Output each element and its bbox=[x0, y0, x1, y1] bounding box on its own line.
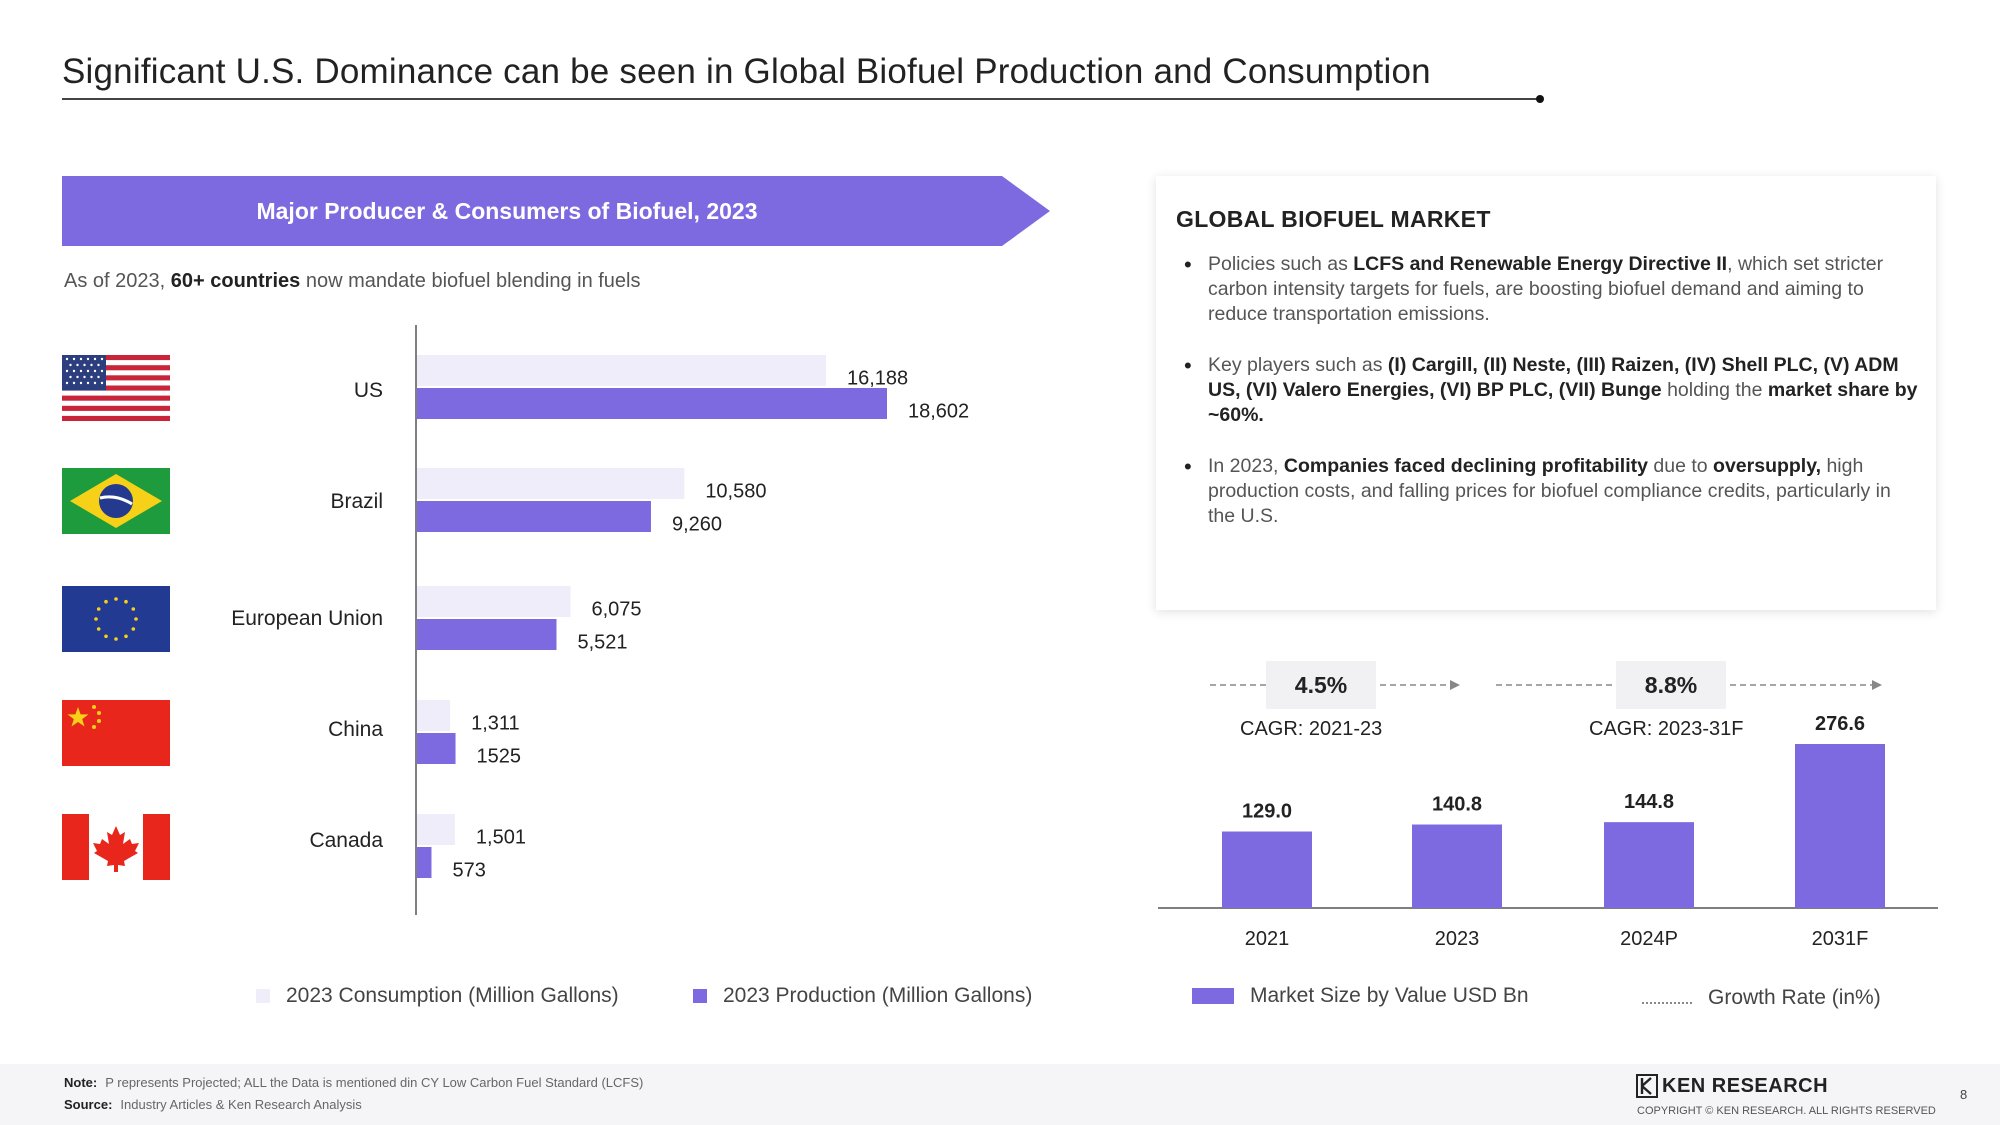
legend-swatch-market-size bbox=[1192, 988, 1234, 1004]
bullet-item: Policies such as LCFS and Renewable Ener… bbox=[1184, 252, 1918, 327]
legend-label-production: 2023 Production (Million Gallons) bbox=[723, 984, 1033, 1007]
brand-logo: KEN RESEARCH bbox=[1636, 1074, 1828, 1098]
bar-production bbox=[417, 619, 557, 650]
legend-market-size: Market Size by Value USD Bn bbox=[1192, 984, 1529, 1008]
title-underline bbox=[62, 98, 1542, 100]
legend-production: 2023 Production (Million Gallons) bbox=[693, 984, 1032, 1008]
footer-source: Source: Industry Articles & Ken Research … bbox=[64, 1097, 362, 1112]
country-label-china: China bbox=[328, 718, 383, 741]
cagr-label-1: CAGR: 2021-23 bbox=[1240, 718, 1383, 740]
data-label: 1,501 bbox=[476, 827, 526, 849]
legend-swatch-consumption bbox=[256, 989, 270, 1003]
bar-production bbox=[417, 388, 887, 419]
title-underline-dot bbox=[1536, 95, 1544, 103]
copyright: COPYRIGHT © KEN RESEARCH. ALL RIGHTS RES… bbox=[1637, 1105, 1936, 1117]
bar-consumption bbox=[417, 468, 685, 499]
brazil-flag-icon bbox=[62, 468, 170, 534]
bar-consumption bbox=[417, 700, 451, 731]
footer bbox=[0, 1064, 2000, 1125]
market-size-bar-chart: 129.0 2021 140.8 2023 144.8 2024P 276.6 2031F bbox=[1158, 713, 1938, 950]
bar-market-size bbox=[1412, 824, 1502, 908]
data-label: 140.8 bbox=[1432, 794, 1482, 816]
chart-banner bbox=[62, 176, 1050, 246]
us-flag-icon bbox=[62, 355, 170, 421]
data-label: 6,075 bbox=[591, 599, 641, 621]
bullet-item: Key players such as (I) Cargill, (II) Ne… bbox=[1184, 353, 1918, 428]
page-title: Significant U.S. Dominance can be seen i… bbox=[62, 52, 1431, 91]
cagr-value-1: 4.5% bbox=[1266, 661, 1376, 709]
bar-market-size bbox=[1795, 744, 1885, 908]
global-market-title: GLOBAL BIOFUEL MARKET bbox=[1176, 206, 1491, 232]
country-label-brazil: Brazil bbox=[330, 490, 383, 513]
bar-market-size bbox=[1604, 822, 1694, 908]
eu-flag-icon bbox=[62, 586, 170, 652]
data-label: 276.6 bbox=[1815, 713, 1865, 735]
x-tick-label: 2023 bbox=[1435, 928, 1480, 950]
bar-consumption bbox=[417, 814, 455, 845]
data-label: 10,580 bbox=[705, 481, 766, 503]
brand-name: KEN RESEARCH bbox=[1662, 1074, 1829, 1097]
global-market-box: GLOBAL BIOFUEL MARKET Policies such as L… bbox=[1156, 176, 1936, 610]
cagr-label-2: CAGR: 2023-31F bbox=[1589, 718, 1744, 740]
footer-note: Note: P represents Projected; ALL the Dat… bbox=[64, 1075, 644, 1090]
country-label-canada: Canada bbox=[309, 829, 383, 852]
chart-subtitle: As of 2023, 60+ countries now mandate bi… bbox=[64, 270, 641, 292]
bar-production bbox=[417, 733, 456, 764]
canada-flag-icon bbox=[62, 814, 170, 880]
cagr-arrows bbox=[1210, 680, 1882, 690]
data-label: 18,602 bbox=[908, 401, 969, 423]
bar-market-size bbox=[1222, 831, 1312, 908]
ken-logo-icon bbox=[1636, 1074, 1658, 1098]
global-market-bullets: Policies such as LCFS and Renewable Ener… bbox=[1184, 252, 1918, 555]
legend-label-market-size: Market Size by Value USD Bn bbox=[1250, 984, 1529, 1007]
legend-consumption: 2023 Consumption (Million Gallons) bbox=[256, 984, 619, 1008]
china-flag-icon bbox=[62, 700, 170, 766]
legend-label-growth-rate: Growth Rate (in%) bbox=[1708, 986, 1881, 1009]
data-label: 144.8 bbox=[1624, 791, 1674, 813]
chart-banner-title: Major Producer & Consumers of Biofuel, 2… bbox=[256, 198, 758, 224]
bullet-item: In 2023, Companies faced declining profi… bbox=[1184, 454, 1918, 529]
data-label: 5,521 bbox=[577, 632, 627, 654]
x-tick-label: 2021 bbox=[1245, 928, 1290, 950]
data-label: 1,311 bbox=[471, 713, 520, 735]
legend-swatch-growth-rate bbox=[1642, 1002, 1692, 1004]
x-tick-label: 2031F bbox=[1812, 928, 1869, 950]
bar-production bbox=[417, 501, 651, 532]
x-tick-label: 2024P bbox=[1620, 928, 1678, 950]
legend-growth-rate: Growth Rate (in%) bbox=[1642, 986, 1881, 1010]
country-label-us: US bbox=[353, 379, 383, 402]
legend-swatch-production bbox=[693, 989, 707, 1003]
data-label: 16,188 bbox=[847, 368, 908, 390]
bar-consumption bbox=[417, 355, 827, 386]
data-label: 573 bbox=[452, 860, 485, 882]
cagr-value-2: 8.8% bbox=[1616, 661, 1726, 709]
bar-production bbox=[417, 847, 432, 878]
data-label: 129.0 bbox=[1242, 801, 1292, 823]
data-label: 9,260 bbox=[672, 514, 722, 536]
country-label-eu: European Union bbox=[231, 607, 383, 630]
legend-label-consumption: 2023 Consumption (Million Gallons) bbox=[286, 984, 619, 1007]
bar-consumption bbox=[417, 586, 571, 617]
data-label: 1525 bbox=[477, 746, 521, 768]
page-number: 8 bbox=[1960, 1087, 1968, 1102]
